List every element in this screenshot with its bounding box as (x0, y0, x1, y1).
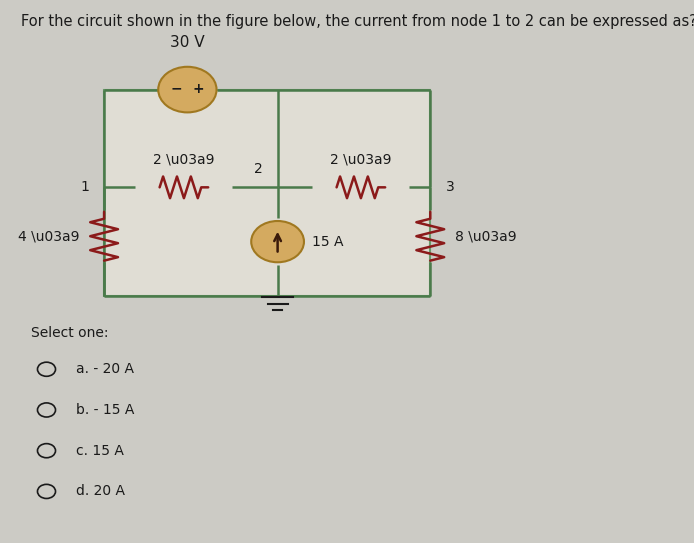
Text: b. - 15 A: b. - 15 A (76, 403, 135, 417)
Text: −: − (171, 81, 182, 96)
Circle shape (158, 67, 217, 112)
Text: +: + (193, 81, 204, 96)
Text: c. 15 A: c. 15 A (76, 444, 124, 458)
Text: d. 20 A: d. 20 A (76, 484, 126, 498)
Text: 30 V: 30 V (170, 35, 205, 50)
Bar (104, 90, 430, 296)
Text: For the circuit shown in the figure below, the current from node 1 to 2 can be e: For the circuit shown in the figure belo… (21, 14, 694, 29)
Bar (104, 90, 430, 296)
Text: 4 \u03a9: 4 \u03a9 (18, 229, 80, 243)
Text: 2: 2 (253, 162, 262, 176)
Text: a. - 20 A: a. - 20 A (76, 362, 135, 376)
Text: 1: 1 (80, 180, 89, 194)
Text: 3: 3 (446, 180, 455, 194)
Text: Select one:: Select one: (31, 326, 109, 340)
Circle shape (251, 221, 304, 262)
Text: 2 \u03a9: 2 \u03a9 (330, 153, 391, 167)
Text: 8 \u03a9: 8 \u03a9 (455, 229, 516, 243)
Text: 15 A: 15 A (312, 235, 344, 249)
Text: 2 \u03a9: 2 \u03a9 (153, 153, 214, 167)
